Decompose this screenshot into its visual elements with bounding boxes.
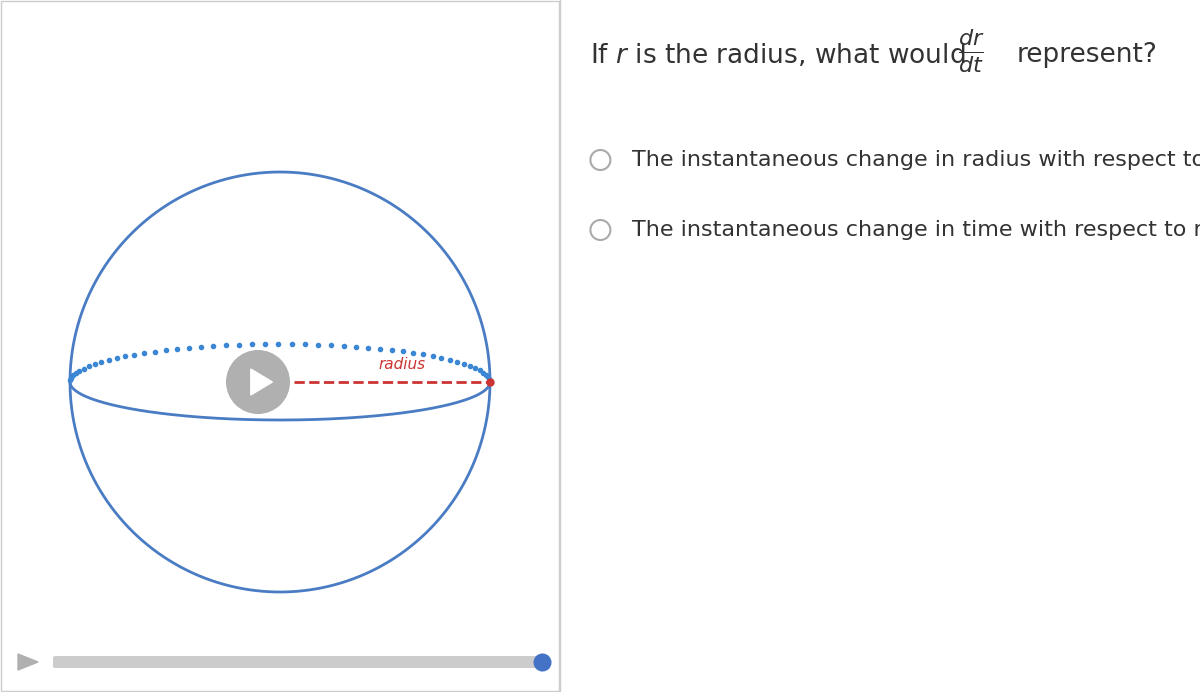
Text: radius: radius xyxy=(378,357,426,372)
Text: represent?: represent? xyxy=(1016,42,1157,68)
Text: If $r$ is the radius, what would: If $r$ is the radius, what would xyxy=(590,42,977,69)
Polygon shape xyxy=(18,654,38,670)
Text: $\frac{dr}{dt}$: $\frac{dr}{dt}$ xyxy=(959,27,985,75)
Circle shape xyxy=(226,350,290,414)
FancyBboxPatch shape xyxy=(53,656,545,668)
Text: The instantaneous change in time with respect to radius.: The instantaneous change in time with re… xyxy=(632,220,1200,240)
FancyBboxPatch shape xyxy=(1,1,559,691)
Text: The instantaneous change in radius with respect to time.: The instantaneous change in radius with … xyxy=(632,150,1200,170)
Polygon shape xyxy=(251,369,272,395)
